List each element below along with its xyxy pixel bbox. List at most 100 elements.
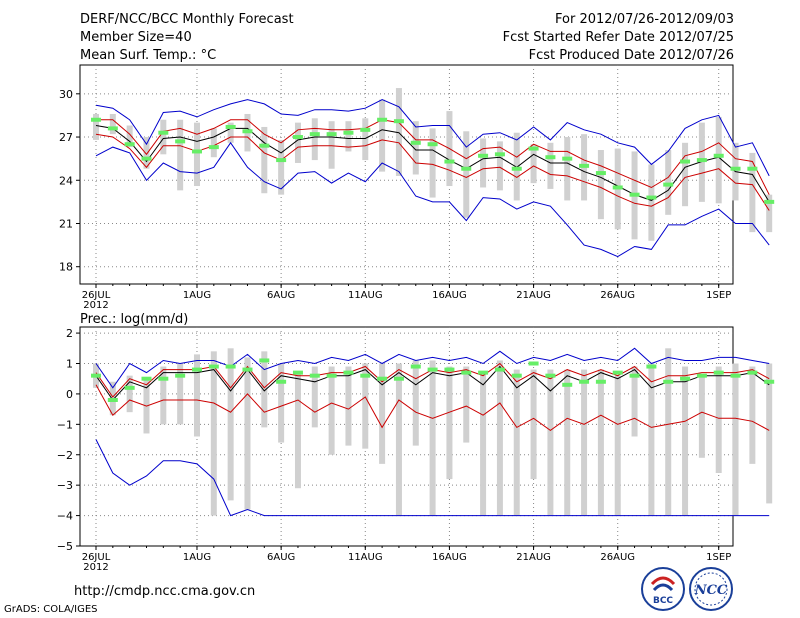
- ensemble-bar: [698, 375, 705, 458]
- x-tick-label: 11AUG: [348, 290, 383, 301]
- observed-marker: [107, 126, 118, 131]
- footer-url[interactable]: http://cmdp.ncc.cma.gov.cn: [74, 584, 256, 599]
- ensemble-bar: [345, 121, 352, 152]
- observed-marker: [208, 145, 219, 150]
- observed-marker: [461, 166, 472, 171]
- observed-marker: [494, 367, 505, 372]
- observed-marker: [276, 158, 287, 163]
- x-tick-label: 26AUG: [600, 290, 635, 301]
- forecast-period: For 2012/07/26-2012/09/03: [555, 12, 734, 27]
- ensemble-bar: [328, 121, 335, 169]
- y-tick-label: −2: [57, 449, 73, 462]
- ensemble-bar: [160, 119, 167, 155]
- observed-marker: [393, 119, 404, 124]
- ensemble-bar: [446, 366, 453, 480]
- observed-marker: [730, 166, 741, 171]
- ensemble-bar: [244, 357, 251, 510]
- ensemble-bar: [648, 363, 655, 516]
- observed-marker: [713, 153, 724, 158]
- ensemble-bar: [109, 113, 116, 135]
- chart-title: DERF/NCC/BCC Monthly Forecast: [80, 12, 294, 27]
- ensemble-bar: [530, 144, 537, 184]
- y-tick-label: 1: [66, 358, 73, 371]
- observed-marker: [343, 130, 354, 135]
- x-tick-label: 1AUG: [183, 290, 211, 301]
- ensemble-bar: [362, 118, 369, 161]
- observed-marker: [360, 127, 371, 132]
- observed-marker: [225, 364, 236, 369]
- ensemble-bar: [193, 122, 200, 187]
- x-tick-label: 1SEP: [706, 552, 731, 563]
- observed-marker: [730, 373, 741, 378]
- observed-marker: [141, 156, 152, 161]
- observed-marker: [208, 364, 219, 369]
- observed-marker: [91, 373, 101, 378]
- observed-marker: [242, 129, 253, 134]
- observed-marker: [629, 373, 640, 378]
- observed-marker: [326, 373, 337, 378]
- y-tick-label: 30: [59, 88, 73, 101]
- ensemble-bar: [682, 142, 689, 207]
- ensemble-bar: [345, 366, 352, 446]
- ensemble-bar: [311, 118, 318, 161]
- observed-marker: [410, 140, 421, 145]
- ensemble-bar: [463, 366, 470, 443]
- observed-marker: [444, 367, 455, 372]
- ensemble-bar: [682, 366, 689, 516]
- series-line-min: [95, 141, 770, 258]
- x-tick-label: 16AUG: [432, 552, 467, 563]
- ensemble-bar: [513, 132, 520, 201]
- observed-marker: [579, 163, 590, 168]
- ensemble-bar: [210, 351, 217, 516]
- ensemble-bar: [395, 363, 402, 516]
- series-line-mean: [95, 125, 770, 203]
- ensemble-bar: [328, 366, 335, 455]
- produced-date: Fcst Produced Date 2012/07/26: [528, 48, 734, 63]
- observed-marker: [259, 358, 270, 363]
- observed-marker: [612, 370, 623, 375]
- x-tick-label: 6AUG: [267, 290, 295, 301]
- observed-marker: [225, 124, 236, 129]
- variable-label: Mean Surf. Temp.: °C: [80, 48, 217, 63]
- observed-marker: [393, 376, 404, 381]
- ensemble-bar: [597, 150, 604, 220]
- ensemble-bar: [261, 351, 268, 428]
- y-tick-label: 27: [59, 131, 73, 144]
- observed-marker: [377, 376, 388, 381]
- observed-marker: [595, 379, 606, 384]
- ensemble-bar: [177, 119, 184, 191]
- ensemble-bar: [227, 348, 234, 501]
- ensemble-bar: [429, 360, 436, 516]
- ensemble-bar: [715, 116, 722, 204]
- ensemble-bar: [496, 141, 503, 191]
- observed-marker: [579, 379, 590, 384]
- x-tick-label: 21AUG: [516, 552, 551, 563]
- ensemble-bar: [379, 99, 386, 172]
- ensemble-bar: [631, 366, 638, 437]
- observed-marker: [696, 158, 707, 163]
- observed-marker: [292, 135, 303, 140]
- observed-marker: [478, 153, 489, 158]
- ensemble-bar: [547, 142, 554, 189]
- y-tick-label: 21: [59, 217, 73, 230]
- observed-marker: [461, 370, 472, 375]
- observed-marker: [410, 364, 421, 369]
- observed-marker: [511, 373, 522, 378]
- observed-marker: [494, 152, 505, 157]
- observed-marker: [545, 155, 556, 160]
- observed-marker: [511, 166, 522, 171]
- ensemble-bar: [614, 375, 621, 516]
- observed-marker: [696, 373, 707, 378]
- observed-marker: [107, 398, 118, 402]
- ensemble-bar: [480, 138, 487, 188]
- observed-marker: [528, 146, 539, 151]
- ensemble-bar: [126, 125, 133, 148]
- ensemble-bar: [766, 363, 773, 504]
- observed-marker: [309, 373, 320, 378]
- y-tick-label: −5: [57, 540, 73, 553]
- observed-marker: [595, 171, 606, 176]
- ensemble-bar: [379, 363, 386, 464]
- observed-marker: [91, 117, 101, 122]
- observed-marker: [663, 182, 674, 187]
- ensemble-bar: [749, 152, 756, 233]
